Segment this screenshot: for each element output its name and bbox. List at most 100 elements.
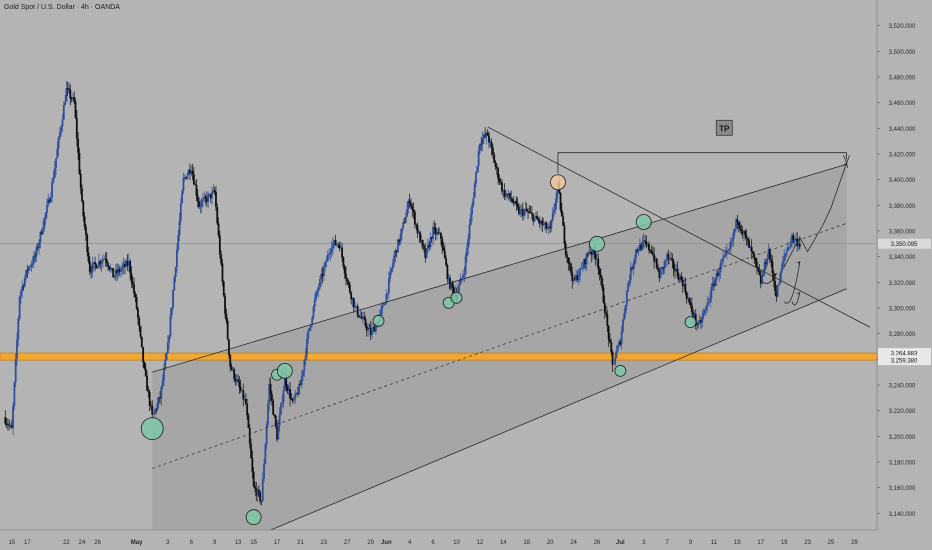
rising-channel-area xyxy=(152,164,847,534)
candle-up xyxy=(627,282,630,292)
candle-up xyxy=(641,241,644,250)
y-tick-label: 3,160.000 xyxy=(889,486,916,492)
candle-up xyxy=(320,273,323,280)
candle-up xyxy=(787,247,789,252)
candle-up xyxy=(472,197,475,205)
candle-down xyxy=(441,238,444,248)
candle-down xyxy=(68,88,70,91)
candle-down xyxy=(112,268,115,278)
candle-up xyxy=(551,212,554,221)
candle-down xyxy=(696,323,698,326)
candle-down xyxy=(568,263,571,265)
candle-up xyxy=(157,397,160,404)
candle-up xyxy=(612,363,615,365)
candle-up xyxy=(278,414,281,426)
candle-down xyxy=(688,298,691,303)
x-tick-label: 20 xyxy=(547,540,554,546)
candle-down xyxy=(22,286,25,287)
candle-down xyxy=(131,281,134,285)
candle-down xyxy=(759,274,762,284)
y-tick-label: 3,400.000 xyxy=(889,178,916,184)
candle-up xyxy=(732,232,735,240)
candle-up xyxy=(731,239,734,242)
candle-up xyxy=(668,258,671,260)
candle-up xyxy=(791,235,793,242)
candle-down xyxy=(536,215,539,220)
candle-up xyxy=(482,134,485,139)
candle-down xyxy=(215,191,217,208)
candle-down xyxy=(745,235,748,239)
candle-up xyxy=(295,393,298,394)
zone-bottom-tag-bg xyxy=(878,355,931,366)
candle-up xyxy=(120,269,122,272)
candle-down xyxy=(285,376,288,387)
candle-up xyxy=(304,355,307,360)
candle-down xyxy=(226,320,229,340)
candle-down xyxy=(674,269,676,272)
candle-up xyxy=(49,196,52,203)
candle-down xyxy=(368,328,371,329)
x-tick-label: 19 xyxy=(781,540,788,546)
candle-down xyxy=(130,273,133,282)
candle-up xyxy=(729,241,732,249)
candle-up xyxy=(724,252,727,256)
candle-up xyxy=(575,275,578,280)
candle-up xyxy=(469,214,472,225)
candle-up xyxy=(390,268,393,272)
x-tick-label: 23 xyxy=(804,540,811,546)
candle-up xyxy=(243,399,246,400)
candle-up xyxy=(616,346,619,352)
candle-up xyxy=(25,270,28,278)
marker-green xyxy=(635,214,652,230)
candle-down xyxy=(667,253,670,259)
candle-up xyxy=(319,279,321,288)
candle-down xyxy=(649,249,652,252)
candle-up xyxy=(547,226,550,229)
candle-down xyxy=(195,184,198,196)
candle-up xyxy=(114,269,117,276)
candle-down xyxy=(296,393,299,395)
candle-down xyxy=(7,423,9,426)
candle-down xyxy=(138,317,141,327)
candle-up xyxy=(306,338,308,356)
x-tick-label: 15 xyxy=(250,540,257,546)
candle-down xyxy=(495,166,498,169)
candle-up xyxy=(43,218,46,229)
candle-down xyxy=(748,240,750,248)
candle-up xyxy=(30,264,33,268)
candle-up xyxy=(311,317,314,325)
candle-up xyxy=(438,232,441,234)
candle-up xyxy=(426,244,429,249)
candle-down xyxy=(155,409,158,411)
candle-down xyxy=(510,197,513,200)
candle-down xyxy=(250,443,252,459)
candle-down xyxy=(213,190,216,192)
candle-up xyxy=(623,313,626,320)
candle-up xyxy=(177,235,180,250)
candle-up xyxy=(502,190,505,192)
y-tick-label: 3,460.000 xyxy=(889,101,916,107)
candle-up xyxy=(702,313,705,317)
candle-up xyxy=(661,267,663,270)
x-tick-label: 25 xyxy=(828,540,835,546)
candle-up xyxy=(776,285,779,297)
candle-up xyxy=(679,276,682,281)
candle-up xyxy=(298,383,301,395)
candle-up xyxy=(477,151,480,167)
candle-up xyxy=(550,220,553,229)
candle-up xyxy=(464,256,467,274)
candle-down xyxy=(209,193,212,199)
candle-up xyxy=(178,220,181,236)
candle-down xyxy=(274,416,277,427)
candle-down xyxy=(410,203,412,207)
candle-down xyxy=(233,369,236,379)
candle-up xyxy=(742,231,745,234)
candle-down xyxy=(498,178,501,182)
candle-up xyxy=(479,143,481,152)
candle-up xyxy=(709,298,711,302)
y-tick-label: 3,340.000 xyxy=(889,255,916,261)
candle-down xyxy=(260,501,263,502)
candle-up xyxy=(263,463,265,479)
candle-down xyxy=(416,225,419,234)
